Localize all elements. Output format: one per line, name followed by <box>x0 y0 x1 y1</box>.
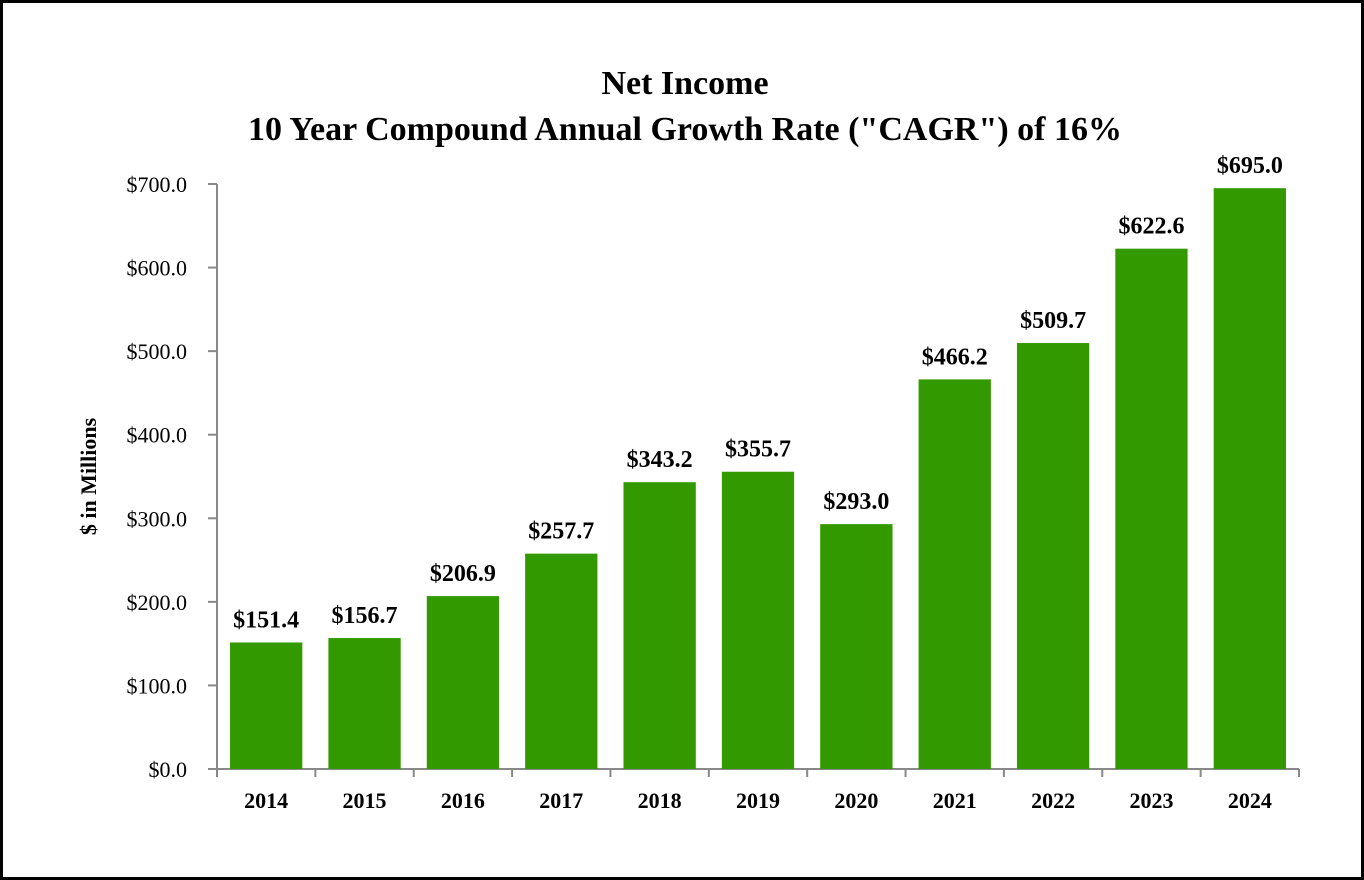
bar-2023 <box>1115 248 1188 770</box>
y-tick-label: $500.0 <box>127 339 188 364</box>
bar-2014 <box>230 642 303 769</box>
y-axis: $0.0 $100.0 $200.0 $300.0 $400.0 $500.0 $600.0… <box>127 172 218 782</box>
y-tick-label: $300.0 <box>127 506 188 531</box>
data-label-2019: $355.7 <box>725 437 791 463</box>
data-label-2023: $622.6 <box>1118 214 1184 240</box>
x-tick-label-2021: 2021 <box>933 788 977 813</box>
x-tick-label-2023: 2023 <box>1129 788 1173 813</box>
y-tick-label: $700.0 <box>127 172 188 197</box>
data-label-2021: $466.2 <box>922 344 988 370</box>
data-label-2014: $151.4 <box>233 607 299 633</box>
bar-2016 <box>426 596 500 769</box>
chart-title-line-2: 10 Year Compound Annual Growth Rate ("CA… <box>248 111 1122 148</box>
bar-2015 <box>328 638 401 769</box>
x-tick-label-2016: 2016 <box>441 788 485 813</box>
bar-2022 <box>1016 343 1090 769</box>
x-tick-label-2024: 2024 <box>1228 788 1272 813</box>
data-label-2016: $206.9 <box>430 561 496 587</box>
x-tick-label-2018: 2018 <box>638 788 682 813</box>
y-tick-label: $100.0 <box>127 673 188 698</box>
data-label-2015: $156.7 <box>332 603 398 629</box>
x-tick-label-2019: 2019 <box>736 788 780 813</box>
y-tick-label: $0.0 <box>149 757 188 782</box>
bar-2018 <box>623 482 696 769</box>
bar-2024 <box>1213 188 1286 769</box>
chart-title-line-1: Net Income <box>601 65 769 102</box>
bars <box>230 188 1286 770</box>
data-label-2022: $509.7 <box>1020 308 1086 334</box>
x-tick-label-2015: 2015 <box>343 788 387 813</box>
y-axis-title: $ in Millions <box>76 417 101 535</box>
y-tick-label: $400.0 <box>127 423 188 448</box>
bar-2019 <box>721 471 795 769</box>
bar-2021 <box>918 379 991 769</box>
x-tick-label-2017: 2017 <box>539 788 583 813</box>
x-tick-label-2020: 2020 <box>834 788 878 813</box>
bar-2017 <box>525 553 598 769</box>
data-labels: $151.4 $156.7 $206.9 $257.7 $343.2 $355.7 $293… <box>233 153 1283 633</box>
y-tick-label: $200.0 <box>127 590 188 615</box>
data-label-2020: $293.0 <box>823 489 889 515</box>
x-tick-label-2014: 2014 <box>244 788 288 813</box>
data-label-2017: $257.7 <box>528 519 594 545</box>
data-label-2024: $695.0 <box>1217 153 1283 179</box>
data-label-2018: $343.2 <box>627 447 693 473</box>
y-tick-label: $600.0 <box>127 256 188 281</box>
bar-2020 <box>820 524 893 769</box>
x-tick-label-2022: 2022 <box>1031 788 1075 813</box>
x-axis: 2014 2015 2016 2017 2018 2019 2020 2021 2022 2023… <box>216 768 1300 813</box>
